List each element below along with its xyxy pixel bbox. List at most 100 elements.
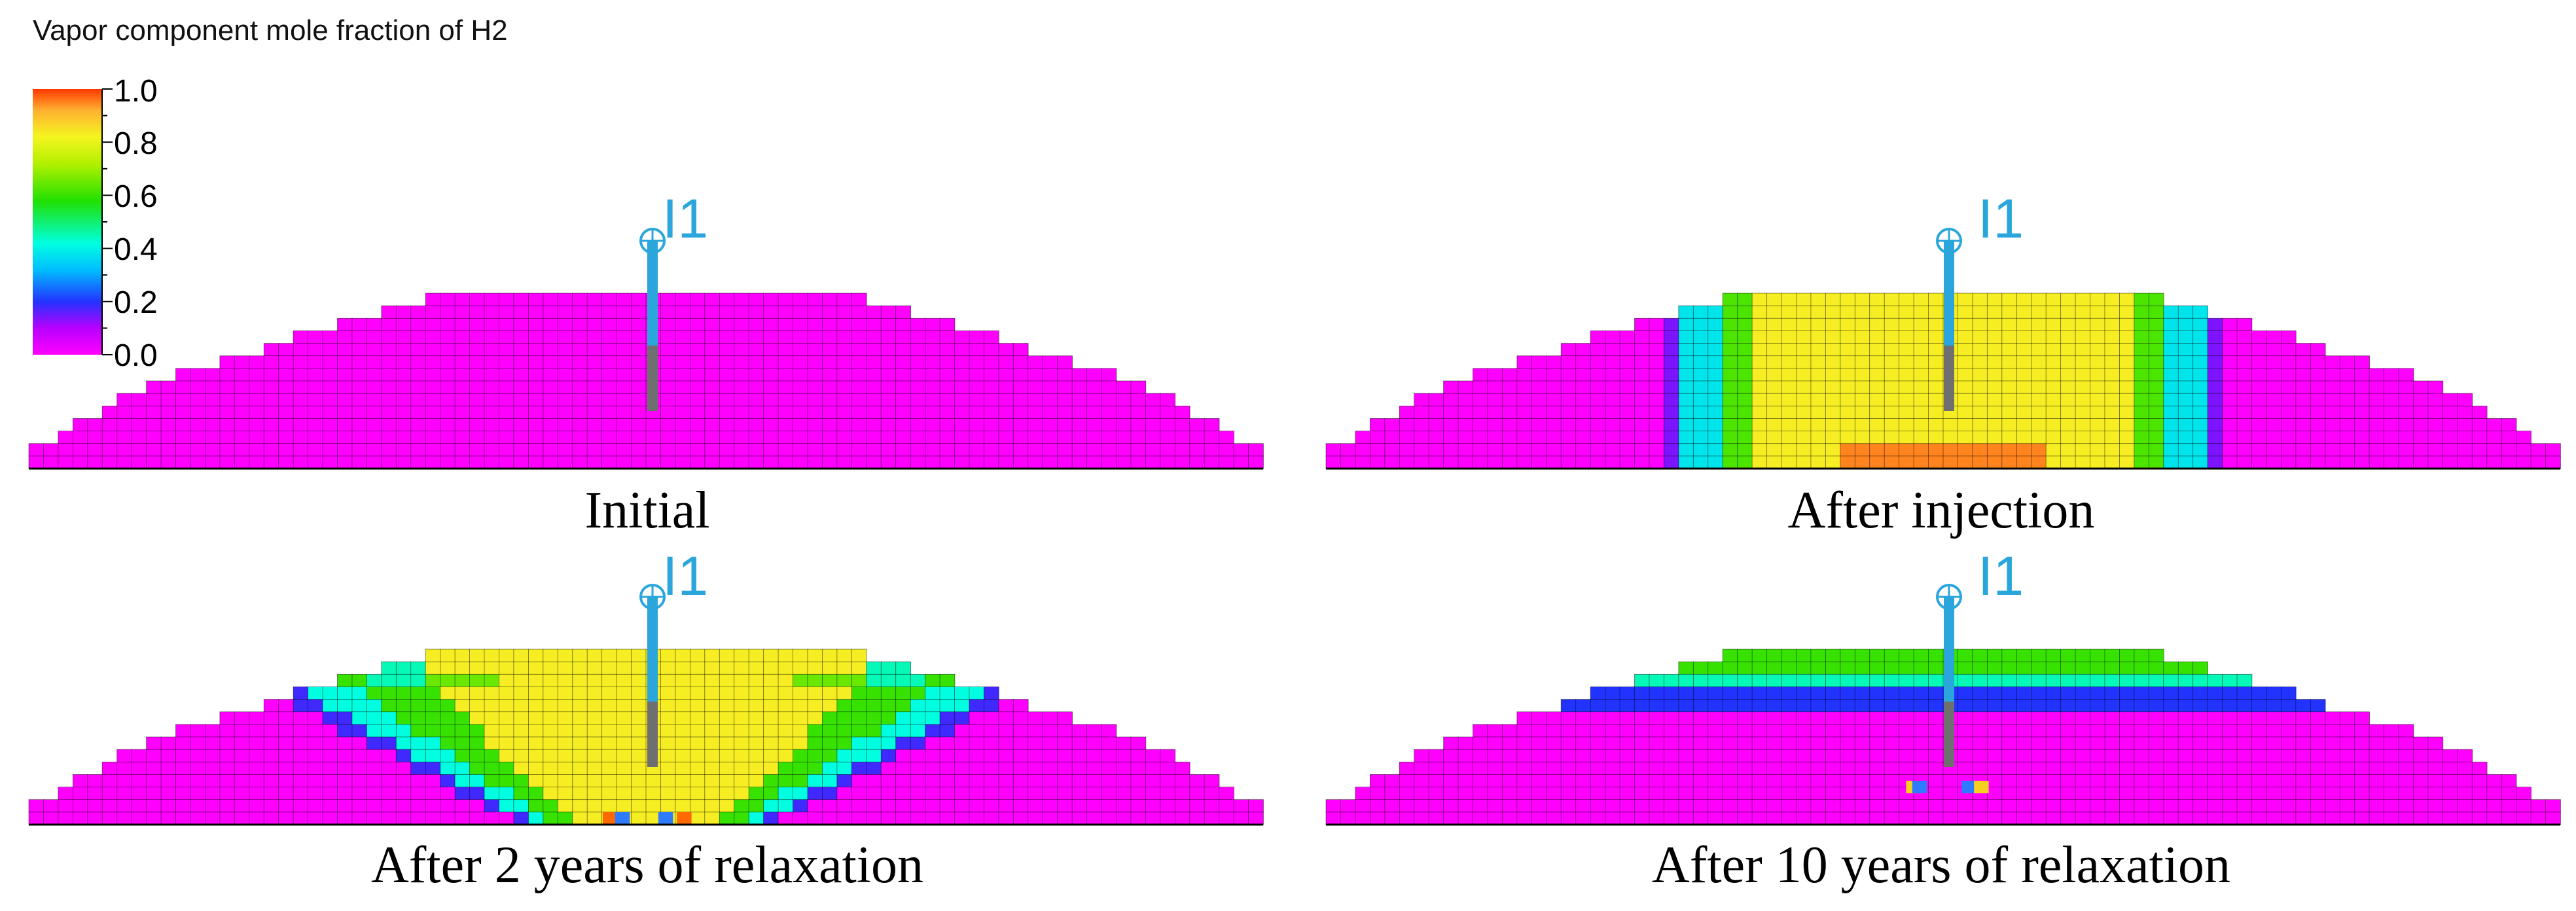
grid-cell: [382, 406, 397, 419]
grid-cell: [1605, 431, 1620, 444]
grid-cell: [1116, 418, 1131, 431]
grid-cell: [2090, 762, 2105, 775]
grid-cell: [1635, 762, 1650, 775]
grid-cell: [764, 749, 779, 762]
grid-cell: [984, 812, 999, 825]
grid-cell: [1693, 418, 1708, 431]
grid-cell: [117, 749, 132, 762]
grid-cell: [1679, 800, 1694, 813]
grid-cell: [2002, 431, 2017, 444]
grid-cell: [749, 368, 764, 382]
grid-cell: [293, 393, 308, 406]
grid-cell: [147, 431, 162, 444]
grid-cell: [851, 418, 867, 431]
grid-cell: [1781, 800, 1797, 813]
grid-cell: [851, 318, 867, 331]
grid-cell: [1043, 812, 1058, 825]
grid-cell: [1370, 418, 1385, 431]
grid-cell: [1973, 368, 1988, 382]
grid-cell: [764, 330, 779, 344]
grid-cell: [308, 749, 323, 762]
grid-cell: [2516, 431, 2531, 444]
grid-cell: [352, 381, 367, 394]
grid-cell: [749, 737, 764, 750]
grid-cell: [352, 368, 367, 382]
grid-cell: [881, 812, 896, 825]
grid-cell: [558, 406, 573, 419]
grid-cell: [455, 649, 470, 662]
grid-cell: [1781, 306, 1797, 319]
grid-cell: [264, 356, 279, 369]
grid-cell: [1072, 444, 1087, 457]
grid-cell: [2399, 800, 2414, 813]
grid-cell: [2296, 700, 2311, 713]
grid-cell: [1101, 737, 1117, 750]
grid-cell: [632, 662, 647, 675]
grid-cell: [2355, 406, 2370, 419]
grid-cell: [352, 812, 367, 825]
grid-cell: [793, 774, 808, 787]
grid-cell: [147, 381, 162, 394]
grid-cell: [1870, 431, 1885, 444]
grid-cell: [602, 431, 617, 444]
grid-cell: [2501, 418, 2516, 431]
grid-cell: [2193, 418, 2208, 431]
grid-cell: [352, 774, 367, 787]
grid-cell: [749, 774, 764, 787]
grid-cell: [1058, 800, 1073, 813]
grid-cell: [1414, 431, 1429, 444]
grid-cell: [1943, 774, 1958, 787]
grid-cell: [925, 318, 940, 331]
grid-cell: [1899, 812, 1914, 825]
grid-cell: [2193, 368, 2208, 382]
grid-cell: [499, 318, 514, 331]
grid-cell: [1738, 812, 1753, 825]
grid-cell: [1987, 787, 2002, 800]
grid-cell: [367, 674, 382, 687]
grid-cell: [338, 456, 353, 469]
grid-cell: [2193, 774, 2208, 787]
grid-cell: [1825, 749, 1840, 762]
grid-cell: [1429, 406, 1444, 419]
grid-cell: [396, 418, 411, 431]
grid-cell: [308, 712, 323, 725]
grid-cell: [2266, 418, 2281, 431]
grid-cell: [1738, 318, 1753, 331]
grid-cell: [88, 418, 103, 431]
grid-cell: [2002, 687, 2017, 700]
grid-cell: [2310, 444, 2325, 457]
grid-cell: [1679, 674, 1694, 687]
grid-cell: [1547, 737, 1562, 750]
grid-cell: [984, 724, 999, 738]
grid-cell: [1013, 431, 1028, 444]
grid-cell: [690, 368, 705, 382]
grid-cell: [1796, 356, 1811, 369]
grid-cell: [1160, 393, 1175, 406]
grid-cell: [1473, 456, 1488, 469]
grid-cell: [2178, 431, 2193, 444]
grid-cell: [2252, 800, 2267, 813]
grid-cell: [1679, 406, 1694, 419]
grid-cell: [2164, 724, 2179, 738]
grid-cell: [1987, 674, 2002, 687]
grid-cell: [1087, 444, 1102, 457]
grid-cell: [764, 393, 779, 406]
grid-cell: [425, 356, 440, 369]
grid-cell: [881, 762, 896, 775]
grid-cell: [2061, 368, 2076, 382]
grid-cell: [1502, 762, 1517, 775]
grid-cell: [382, 712, 397, 725]
grid-cell: [1488, 456, 1503, 469]
grid-cell: [1767, 306, 1782, 319]
grid-cell: [117, 431, 132, 444]
grid-cell: [338, 712, 353, 725]
grid-cell: [264, 800, 279, 813]
grid-cell: [249, 774, 264, 787]
grid-cell: [425, 700, 440, 713]
grid-cell: [2325, 762, 2340, 775]
grid-cell: [1767, 406, 1782, 419]
grid-cell: [161, 812, 176, 825]
grid-cell: [190, 406, 206, 419]
grid-cell: [587, 381, 602, 394]
grid-cell: [205, 431, 220, 444]
